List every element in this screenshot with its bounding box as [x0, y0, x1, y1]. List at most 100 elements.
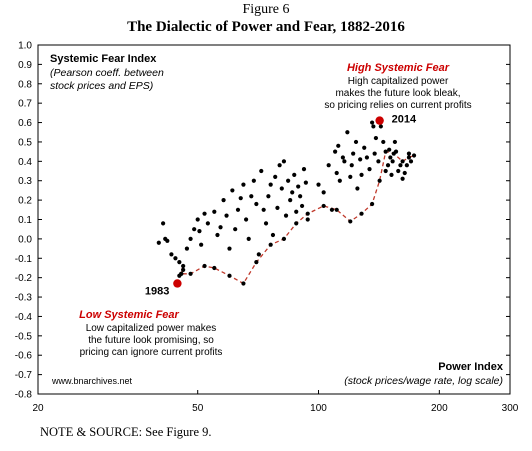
scatter-point — [358, 157, 363, 162]
highlighted-points: 1983 2014 — [145, 114, 417, 298]
scatter-point — [199, 242, 204, 247]
scatter-point — [296, 184, 301, 189]
scatter-point — [197, 229, 202, 234]
y-tick-label: 0.0 — [18, 234, 32, 245]
y-tick-label: -0.7 — [15, 370, 33, 381]
y-tick-label: 0.9 — [18, 60, 32, 71]
scatter-point — [299, 203, 305, 209]
scatter-point — [246, 236, 251, 241]
path-point — [370, 201, 375, 207]
scatter-point — [254, 201, 259, 207]
scatter-point — [268, 182, 273, 187]
figure-title: The Dialectic of Power and Fear, 1882-20… — [127, 19, 405, 35]
scatter-point — [283, 213, 289, 218]
watermark: www.bnarchives.net — [51, 376, 133, 386]
scatter-point — [345, 130, 350, 135]
scatter-point — [364, 155, 370, 160]
figure-header: Figure 6 The Dialectic of Power and Fear… — [0, 2, 532, 36]
y-axis-label: Systemic Fear Index — [50, 53, 157, 65]
scatter-point — [192, 227, 197, 232]
scatter-point — [195, 217, 200, 222]
path-point — [391, 151, 396, 156]
y-tick-label: 0.5 — [18, 137, 32, 148]
path-point — [179, 271, 184, 276]
low-fear-line-3: pricing can ignore current profits — [80, 347, 223, 358]
scatter-point — [277, 163, 282, 168]
x-axis: 20 50 100 200 300 — [32, 390, 519, 414]
path-point — [400, 159, 405, 164]
scatter-point — [351, 151, 356, 156]
scatter-point — [230, 188, 235, 193]
y-tick-label: -0.3 — [15, 293, 33, 304]
scatter-point — [263, 221, 269, 226]
scatter-point — [298, 194, 303, 199]
scatter-point — [270, 232, 276, 238]
scatter-point — [249, 194, 254, 199]
y-tick-label: 1.0 — [18, 41, 32, 52]
path-point — [281, 236, 287, 241]
high-fear-line-3: so pricing relies on current profits — [324, 100, 471, 111]
y-tick-label: -0.6 — [15, 351, 33, 362]
high-fear-line-1: High capitalized power — [348, 76, 449, 87]
scatter-point — [388, 155, 393, 160]
y-tick-label: 0.3 — [18, 176, 32, 187]
scatter-point — [359, 172, 364, 178]
scatter-point — [292, 172, 297, 178]
scatter-point — [261, 207, 266, 212]
scatter-point — [337, 178, 342, 183]
scatter-point — [256, 252, 261, 257]
high-fear-title: High Systemic Fear — [347, 62, 450, 74]
scatter-point — [281, 159, 287, 164]
scatter-point — [303, 180, 308, 185]
scatter-points — [156, 120, 417, 286]
scatter-point — [353, 139, 359, 145]
path-point — [181, 263, 186, 269]
scatter-point — [221, 198, 226, 203]
scatter-point — [396, 168, 401, 174]
scatter-point — [233, 227, 238, 232]
path-point — [188, 271, 193, 276]
y-tick-label: 0.7 — [18, 99, 32, 110]
y-tick-label: 0.4 — [18, 157, 32, 168]
path-point — [305, 211, 310, 216]
x-tick-label: 200 — [431, 403, 448, 414]
source-note: NOTE & SOURCE: See Figure 9. — [40, 425, 212, 439]
scatter-point — [408, 159, 414, 164]
highlight-point-2014 — [375, 116, 384, 125]
scatter-point — [348, 174, 353, 179]
scatter-point — [402, 170, 407, 176]
path-point — [348, 219, 353, 224]
highlight-label-1983: 1983 — [145, 285, 169, 297]
scatter-point — [224, 213, 229, 218]
path-point — [212, 265, 217, 271]
x-tick-label: 100 — [310, 403, 327, 414]
scatter-point — [378, 124, 383, 129]
x-tick-label: 300 — [502, 403, 519, 414]
scatter-point — [286, 178, 291, 183]
scatter-point — [392, 139, 398, 145]
x-tick-label: 50 — [192, 403, 204, 414]
scatter-point — [290, 190, 295, 195]
scatter-point — [294, 209, 299, 214]
scatter-point — [212, 209, 217, 214]
scatter-point — [259, 168, 264, 174]
scatter-point — [273, 174, 278, 179]
path-point — [411, 153, 417, 158]
scatter-point — [373, 135, 379, 141]
scatter-point — [218, 225, 223, 230]
scatter-point — [329, 207, 335, 212]
scatter-point — [362, 145, 367, 150]
scatter-point — [400, 176, 405, 181]
scatter-point — [241, 182, 246, 187]
x-tick-label: 20 — [32, 403, 44, 414]
scatter-point — [288, 198, 293, 203]
scatter-point — [266, 194, 271, 199]
scatter-point — [251, 178, 256, 183]
scatter-point — [235, 207, 241, 212]
scatter-point — [181, 267, 186, 273]
scatter-point — [372, 151, 377, 156]
figure-label: Figure 6 — [242, 2, 290, 17]
low-fear-title: Low Systemic Fear — [79, 309, 179, 321]
y-tick-label: -0.1 — [15, 254, 33, 265]
